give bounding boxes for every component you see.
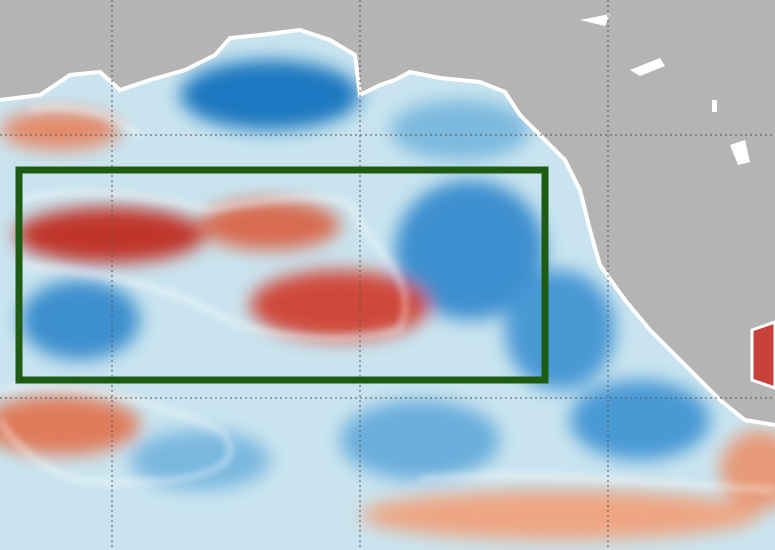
land-lakes: [580, 14, 750, 165]
region-box: [15, 166, 549, 384]
island: [750, 320, 775, 390]
coastline: [0, 27, 775, 427]
